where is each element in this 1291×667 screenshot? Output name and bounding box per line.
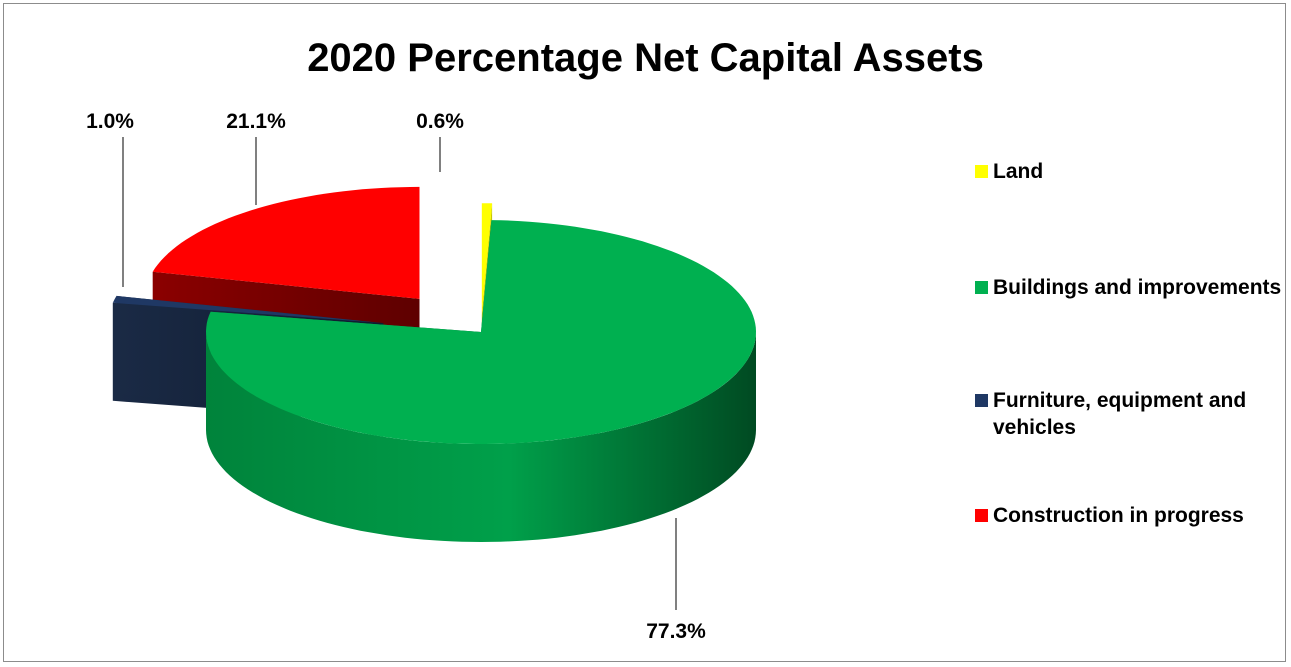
data-label-land: 0.6% [416, 110, 464, 133]
legend-label-furniture: Furniture, equipment and vehicles [993, 389, 1247, 439]
slice-buildings-wall [206, 332, 756, 542]
slice-land [481, 203, 493, 316]
legend-swatch-land [975, 165, 988, 178]
slice-construction [152, 186, 420, 299]
legend-label-construction: Construction in progress [993, 504, 1244, 527]
legend-label-land: Land [993, 160, 1044, 183]
legend-label-buildings: Buildings and improvements [993, 276, 1282, 299]
legend-item-construction: Construction in progress [975, 502, 1283, 529]
data-label-furniture: 1.0% [86, 110, 134, 133]
legend-swatch-furniture [975, 394, 988, 407]
data-label-buildings: 77.3% [646, 620, 706, 643]
legend-swatch-construction [975, 509, 988, 522]
legend-item-buildings: Buildings and improvements [975, 274, 1283, 301]
legend-swatch-buildings [975, 281, 988, 294]
data-label-construction: 21.1% [226, 110, 286, 133]
legend-item-land: Land [975, 158, 1283, 185]
legend-item-furniture: Furniture, equipment and vehicles [975, 387, 1283, 441]
slice-furniture [112, 295, 384, 324]
chart-title: 2020 Percentage Net Capital Assets [307, 36, 984, 80]
slice-buildings [206, 220, 756, 444]
